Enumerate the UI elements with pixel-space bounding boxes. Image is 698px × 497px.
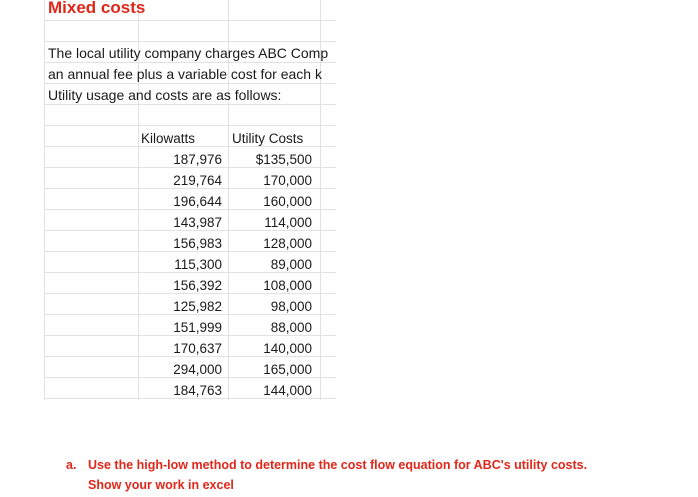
utility-cost-cell[interactable]: 160,000: [263, 194, 312, 209]
gridline-horizontal: [44, 62, 336, 63]
kilowatts-cell[interactable]: 125,982: [173, 299, 222, 314]
utility-cost-cell[interactable]: 89,000: [270, 257, 312, 272]
gridline-horizontal: [44, 83, 336, 84]
utility-cost-cell[interactable]: 128,000: [263, 236, 312, 251]
description-line-1[interactable]: The local utility company charges ABC Co…: [48, 45, 329, 61]
question-marker: a.: [66, 458, 77, 472]
kilowatts-cell[interactable]: 184,763: [173, 383, 222, 398]
kilowatts-cell[interactable]: 196,644: [173, 194, 222, 209]
kilowatts-cell[interactable]: 151,999: [173, 320, 222, 335]
kilowatts-cell[interactable]: 170,637: [173, 341, 222, 356]
description-line-3[interactable]: Utility usage and costs are as follows:: [48, 87, 282, 103]
kilowatts-cell[interactable]: 115,300: [174, 257, 222, 272]
gridline-horizontal: [44, 20, 336, 21]
gridline-horizontal: [44, 398, 336, 399]
utility-cost-cell[interactable]: 165,000: [263, 362, 312, 377]
gridline-vertical: [44, 0, 45, 400]
kilowatts-cell[interactable]: 156,392: [173, 278, 222, 293]
utility-cost-cell[interactable]: 170,000: [263, 173, 312, 188]
gridline-vertical: [320, 0, 321, 400]
gridline-horizontal: [44, 188, 336, 189]
gridline-horizontal: [44, 104, 336, 105]
utility-cost-cell[interactable]: $135,500: [255, 152, 312, 167]
question-line-2: Show your work in excel: [88, 478, 234, 492]
gridline-horizontal: [44, 377, 336, 378]
gridline-horizontal: [44, 335, 336, 336]
spreadsheet-region: Mixed costs The local utility company ch…: [0, 0, 336, 400]
gridline-horizontal: [44, 230, 336, 231]
gridline-horizontal: [44, 146, 336, 147]
gridline-horizontal: [44, 272, 336, 273]
utility-cost-cell[interactable]: 144,000: [263, 383, 312, 398]
utility-cost-cell[interactable]: 88,000: [270, 320, 312, 335]
question-block: a. Use the high-low method to determine t…: [66, 455, 587, 495]
utility-cost-cell[interactable]: 108,000: [263, 278, 312, 293]
gridline-horizontal: [44, 41, 336, 42]
gridline-vertical: [138, 0, 139, 400]
kilowatts-cell[interactable]: 294,000: [173, 362, 222, 377]
utility-costs-header[interactable]: Utility Costs: [232, 131, 304, 146]
gridline-horizontal: [44, 209, 336, 210]
gridline-horizontal: [44, 293, 336, 294]
kilowatts-cell[interactable]: 219,764: [173, 173, 222, 188]
kilowatts-cell[interactable]: 156,983: [173, 236, 222, 251]
utility-cost-cell[interactable]: 140,000: [263, 341, 312, 356]
gridline-horizontal: [44, 167, 336, 168]
description-line-2[interactable]: an annual fee plus a variable cost for e…: [48, 66, 322, 82]
kilowatts-header[interactable]: Kilowatts: [141, 131, 196, 146]
kilowatts-cell[interactable]: 143,987: [173, 215, 222, 230]
question-line-1: Use the high-low method to determine the…: [88, 458, 588, 472]
kilowatts-cell[interactable]: 187,976: [173, 152, 222, 167]
utility-cost-cell[interactable]: 114,000: [264, 215, 312, 230]
gridline-horizontal: [44, 356, 336, 357]
sheet-title[interactable]: Mixed costs: [48, 0, 146, 17]
utility-cost-cell[interactable]: 98,000: [270, 299, 312, 314]
gridline-horizontal: [44, 314, 336, 315]
gridline-horizontal: [44, 251, 336, 252]
gridline-vertical: [228, 0, 229, 400]
gridline-horizontal: [44, 125, 336, 126]
